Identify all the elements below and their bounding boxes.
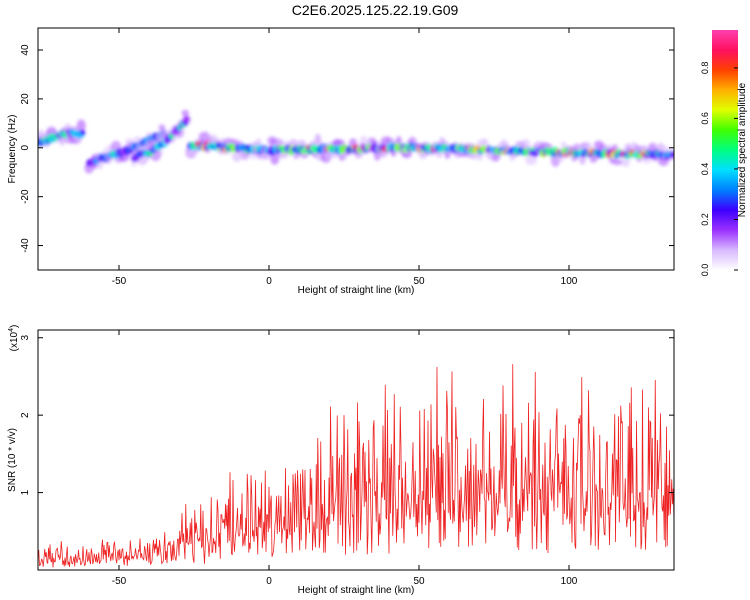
colorbar-tick-label: 0.8	[700, 62, 710, 75]
x-tick-label: -50	[112, 576, 127, 587]
spectrogram-traces	[38, 109, 674, 174]
trace-halo	[621, 158, 630, 167]
spectrogram-x-axis: -50 0 50 100	[112, 28, 578, 287]
trace-halo	[76, 119, 86, 132]
x-tick-label: 100	[561, 576, 578, 587]
trace-halo	[181, 109, 189, 117]
snr-y-label: SNR (10 * v/v)	[7, 428, 18, 492]
colorbar-label: Normalized spectral amplitude	[737, 82, 748, 217]
trace-core	[79, 129, 86, 136]
y-tick-label: 2	[20, 412, 31, 418]
spectrogram-frame	[37, 27, 675, 271]
spectrogram-y-axis: -40 -20 0 20 40	[20, 44, 674, 253]
figure-title: C2E6.2025.125.22.19.G09	[291, 2, 459, 18]
trace-track-rising-2	[130, 109, 192, 168]
trace-track-early	[38, 119, 86, 148]
spectrogram-trace-blobs	[38, 109, 674, 174]
colorbar-tick-label: 0.0	[700, 264, 710, 277]
snr-frame	[37, 329, 675, 571]
colorbar-gradient	[712, 30, 738, 270]
y-tick-label: 20	[20, 93, 31, 105]
colorbar-tick-label: 0.6	[700, 112, 710, 125]
y-tick-label: -40	[20, 238, 31, 253]
trace-core	[183, 116, 191, 123]
trace-halo	[158, 124, 166, 132]
snr-series-line	[38, 364, 674, 568]
spectrogram-x-label: Height of straight line (km)	[298, 285, 415, 296]
y-tick-label: -20	[20, 189, 31, 204]
trace-core	[670, 151, 674, 159]
x-tick-label: 0	[266, 576, 272, 587]
snr-x-label: Height of straight line (km)	[298, 585, 415, 596]
colorbar-tick-label: 0.2	[700, 213, 710, 226]
spectrogram-y-label: Frequency (Hz)	[7, 115, 18, 184]
snr-panel: -50 0 50 100 1 2 3 Height of straight line (k…	[7, 325, 675, 596]
x-tick-label: 100	[561, 276, 578, 287]
trace-track-main	[185, 131, 674, 167]
snr-y-axis: 1 2 3	[20, 335, 674, 495]
snr-x-axis: -50 0 50 100	[112, 330, 578, 587]
y-tick-label: 0	[20, 145, 31, 151]
colorbar: 0.0 0.2 0.4 0.6 0.8 Normalized spectral ampl…	[700, 30, 748, 276]
y-tick-label: 1	[20, 489, 31, 495]
y-tick-label: 40	[20, 44, 31, 56]
colorbar-tick-label: 0.4	[700, 163, 710, 176]
x-tick-label: 50	[413, 576, 425, 587]
x-tick-label: -50	[112, 276, 127, 287]
snr-multiplier: (x104)	[8, 325, 20, 352]
colorbar-ticks: 0.0 0.2 0.4 0.6 0.8	[700, 62, 738, 277]
x-tick-label: 50	[413, 276, 425, 287]
spectrogram-panel: -50 0 50 100 -40 -20 0 20 40 Height of straight…	[7, 27, 675, 296]
trace-halo	[289, 139, 298, 148]
y-tick-label: 3	[20, 335, 31, 341]
trace-halo	[612, 159, 623, 166]
x-tick-label: 0	[266, 276, 272, 287]
trace-halo	[314, 133, 322, 148]
